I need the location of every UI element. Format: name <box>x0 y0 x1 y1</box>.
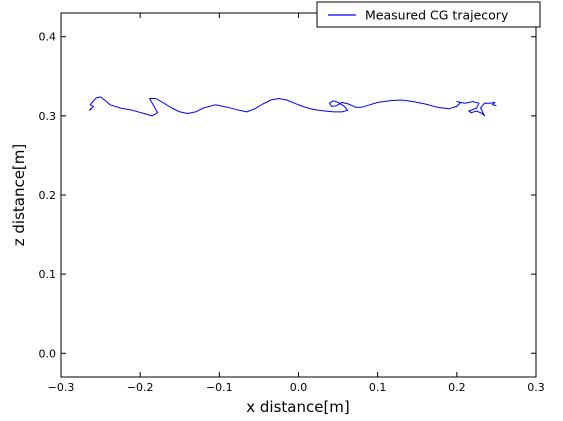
x-tick-label: −0.1 <box>206 381 233 394</box>
y-tick-label: 0.3 <box>39 110 57 123</box>
x-tick-label: 0.3 <box>527 381 545 394</box>
x-tick-label: −0.2 <box>127 381 154 394</box>
ticks-layer: −0.3 −0.2 −0.1 0.0 0.1 0.2 0.3 0.0 0.1 0.2 0.3 0.4 <box>39 13 545 394</box>
y-tick-label: 0.0 <box>39 347 57 360</box>
y-axis-label: z distance[m] <box>10 144 28 247</box>
y-tick-label: 0.1 <box>39 268 57 281</box>
y-tick-label: 0.2 <box>39 189 57 202</box>
legend-label-measured-cg-trajecory: Measured CG trajecory <box>365 8 509 23</box>
x-tick-label: −0.3 <box>48 381 75 394</box>
y-tick-label: 0.4 <box>39 31 57 44</box>
series-layer <box>89 96 497 117</box>
x-tick-label: 0.1 <box>369 381 387 394</box>
series-line-0 <box>89 96 497 117</box>
plot-frame <box>60 12 537 378</box>
x-tick-label: 0.2 <box>448 381 466 394</box>
legend: Measured CG trajecory <box>316 1 541 28</box>
x-axis-label: x distance[m] <box>246 398 350 416</box>
x-tick-label: 0.0 <box>290 381 308 394</box>
